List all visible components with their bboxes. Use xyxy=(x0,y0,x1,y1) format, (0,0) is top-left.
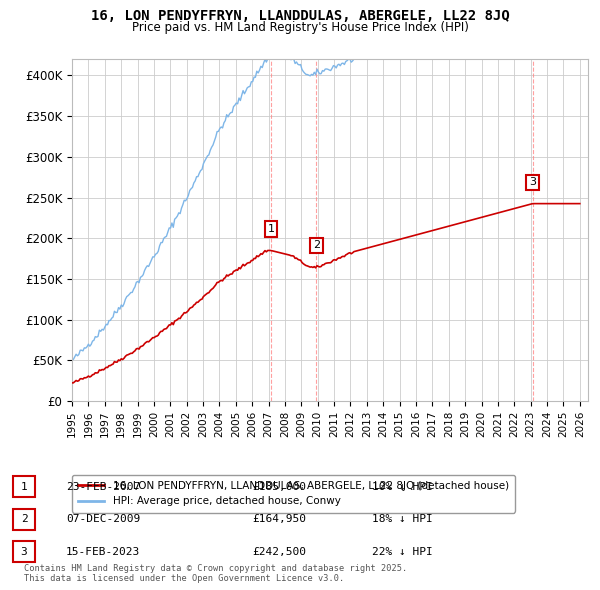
Text: 1: 1 xyxy=(20,482,28,491)
Text: 1: 1 xyxy=(268,224,274,234)
Text: 18% ↓ HPI: 18% ↓ HPI xyxy=(372,514,433,524)
Text: 22% ↓ HPI: 22% ↓ HPI xyxy=(372,547,433,556)
Text: 07-DEC-2009: 07-DEC-2009 xyxy=(66,514,140,524)
Text: 2: 2 xyxy=(20,514,28,524)
Text: 3: 3 xyxy=(20,547,28,556)
Text: Contains HM Land Registry data © Crown copyright and database right 2025.
This d: Contains HM Land Registry data © Crown c… xyxy=(24,563,407,583)
Text: 16, LON PENDYFFRYN, LLANDDULAS, ABERGELE, LL22 8JQ: 16, LON PENDYFFRYN, LLANDDULAS, ABERGELE… xyxy=(91,9,509,23)
Text: 2: 2 xyxy=(313,240,320,250)
Text: £242,500: £242,500 xyxy=(252,547,306,556)
Text: £164,950: £164,950 xyxy=(252,514,306,524)
Text: 10% ↓ HPI: 10% ↓ HPI xyxy=(372,482,433,491)
Text: £185,000: £185,000 xyxy=(252,482,306,491)
Legend: 16, LON PENDYFFRYN, LLANDDULAS, ABERGELE, LL22 8JQ (detached house), HPI: Averag: 16, LON PENDYFFRYN, LLANDDULAS, ABERGELE… xyxy=(72,475,515,513)
Text: Price paid vs. HM Land Registry's House Price Index (HPI): Price paid vs. HM Land Registry's House … xyxy=(131,21,469,34)
Text: 3: 3 xyxy=(529,178,536,188)
Text: 15-FEB-2023: 15-FEB-2023 xyxy=(66,547,140,556)
Text: 23-FEB-2007: 23-FEB-2007 xyxy=(66,482,140,491)
